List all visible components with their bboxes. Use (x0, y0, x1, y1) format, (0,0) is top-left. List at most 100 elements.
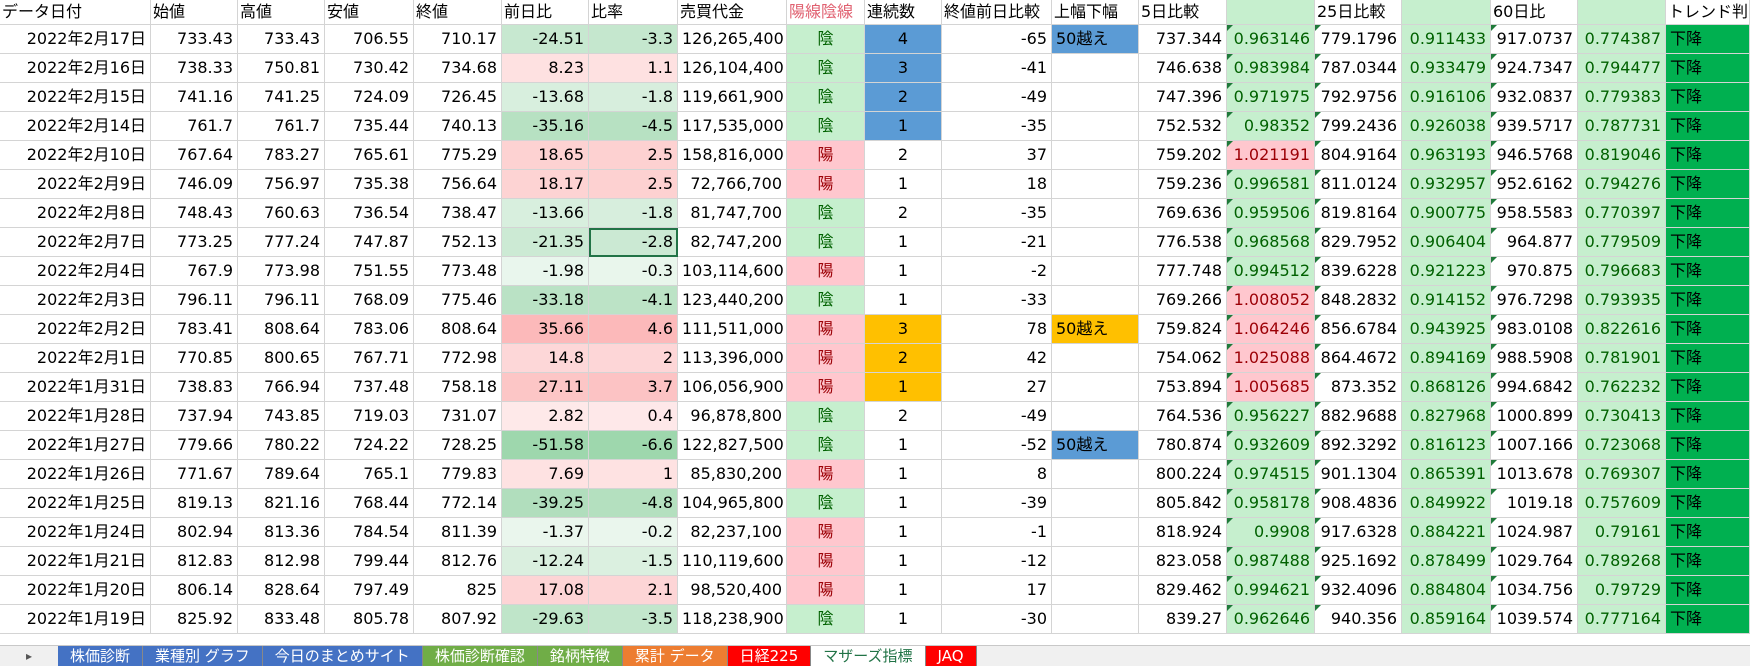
cell: 776.538 (1139, 228, 1227, 257)
cell: 892.3292 (1315, 431, 1402, 460)
sheet-tab[interactable]: 今日のまとめサイト (262, 646, 423, 666)
cell: 706.55 (325, 25, 414, 54)
cell: 50越え (1052, 315, 1139, 344)
cell: -52 (942, 431, 1052, 460)
cell: 812.76 (414, 547, 502, 576)
cell: 96,878,800 (678, 402, 787, 431)
spreadsheet: データ日付 始値 高値 安値 終値 前日比 比率 売買代金 陽線陰線 連続数 終値前日比較 上幅下幅 5… (0, 0, 1750, 634)
cell: 0.859164 (1402, 605, 1491, 634)
cell: 770.85 (151, 344, 238, 373)
cell: 4 (865, 25, 942, 54)
cell: 741.16 (151, 83, 238, 112)
cell: 819.13 (151, 489, 238, 518)
cell: 932.0837 (1491, 83, 1578, 112)
cell: 740.13 (414, 112, 502, 141)
cell: 761.7 (151, 112, 238, 141)
cell: -2.8 (589, 228, 678, 257)
cell: 1.025088 (1227, 344, 1315, 373)
cell: 724.22 (325, 431, 414, 460)
cell: 0.794276 (1578, 170, 1666, 199)
cell: 0.774387 (1578, 25, 1666, 54)
cell: 2022年1月27日 (0, 431, 151, 460)
sheet-tab-bar: ▸ 株価診断 業種別 グラフ 今日のまとめサイト 株価診断確認 銘柄特徴 累計 データ 日経… (0, 645, 1750, 666)
cell (1052, 141, 1139, 170)
cell: 735.44 (325, 112, 414, 141)
cell: 1029.764 (1491, 547, 1578, 576)
cell: 0.933479 (1402, 54, 1491, 83)
column-header (1227, 0, 1315, 25)
cell: 陰 (787, 228, 865, 257)
cell: -35 (942, 112, 1052, 141)
cell: -1.8 (589, 83, 678, 112)
cell: 1 (589, 460, 678, 489)
cell: 0.921223 (1402, 257, 1491, 286)
cell: 759.236 (1139, 170, 1227, 199)
cell: 下降 (1666, 112, 1750, 141)
cell: 陰 (787, 199, 865, 228)
cell: 882.9688 (1315, 402, 1402, 431)
cell: 4.6 (589, 315, 678, 344)
cell: 738.33 (151, 54, 238, 83)
cell: 0.911433 (1402, 25, 1491, 54)
cell: 783.41 (151, 315, 238, 344)
cell: 0.79161 (1578, 518, 1666, 547)
cell: 0.994621 (1227, 576, 1315, 605)
cell: 754.062 (1139, 344, 1227, 373)
cell: 796.11 (238, 286, 325, 315)
cell: -0.3 (589, 257, 678, 286)
cell: 1 (865, 170, 942, 199)
cell (1052, 83, 1139, 112)
cell: 751.55 (325, 257, 414, 286)
sheet-tab[interactable]: 業種別 グラフ (143, 646, 263, 666)
cell: 8 (942, 460, 1052, 489)
sheet-tab[interactable]: JAQ (925, 646, 977, 666)
cell: 17 (942, 576, 1052, 605)
cell: 82,747,200 (678, 228, 787, 257)
cell: 804.9164 (1315, 141, 1402, 170)
cell: 802.94 (151, 518, 238, 547)
cell: 0.4 (589, 402, 678, 431)
cell: 陰 (787, 25, 865, 54)
cell: 812.98 (238, 547, 325, 576)
cell: 780.22 (238, 431, 325, 460)
cell: -1.5 (589, 547, 678, 576)
cell: 970.875 (1491, 257, 1578, 286)
cell: 730.42 (325, 54, 414, 83)
cell: 0.781901 (1578, 344, 1666, 373)
cell: 779.66 (151, 431, 238, 460)
cell: 797.49 (325, 576, 414, 605)
cell: 81,747,700 (678, 199, 787, 228)
cell: 104,965,800 (678, 489, 787, 518)
column-header: 60日比 (1491, 0, 1578, 25)
cell (1052, 460, 1139, 489)
sheet-tab[interactable]: マザーズ指標 (811, 646, 926, 666)
cell: -33.18 (502, 286, 589, 315)
cell: -39 (942, 489, 1052, 518)
cell: 768.09 (325, 286, 414, 315)
cell: 0.900775 (1402, 199, 1491, 228)
cell: 陽 (787, 576, 865, 605)
cell: 0.762232 (1578, 373, 1666, 402)
cell: 767.64 (151, 141, 238, 170)
cell: -29.63 (502, 605, 589, 634)
cell: -4.8 (589, 489, 678, 518)
column-header: トレンド判 (1666, 0, 1750, 25)
tab-scroll[interactable]: ▸ (25, 649, 33, 663)
cell: 陰 (787, 83, 865, 112)
sheet-tab[interactable]: 累計 データ (622, 646, 728, 666)
cell: 0.779383 (1578, 83, 1666, 112)
cell: 1 (865, 228, 942, 257)
cell: 118,238,900 (678, 605, 787, 634)
sheet-tab[interactable]: 株価診断 (58, 646, 144, 666)
column-header: 終値前日比較 (942, 0, 1052, 25)
cell: 1024.987 (1491, 518, 1578, 547)
sheet-tab[interactable]: 銘柄特徴 (537, 646, 623, 666)
cell (1052, 199, 1139, 228)
cell: 2022年2月9日 (0, 170, 151, 199)
cell: 752.13 (414, 228, 502, 257)
sheet-tab[interactable]: 日経225 (727, 646, 812, 666)
sheet-tab[interactable]: 株価診断確認 (422, 646, 538, 666)
cell: 800.65 (238, 344, 325, 373)
cell: 陽 (787, 460, 865, 489)
cell: 0.816123 (1402, 431, 1491, 460)
